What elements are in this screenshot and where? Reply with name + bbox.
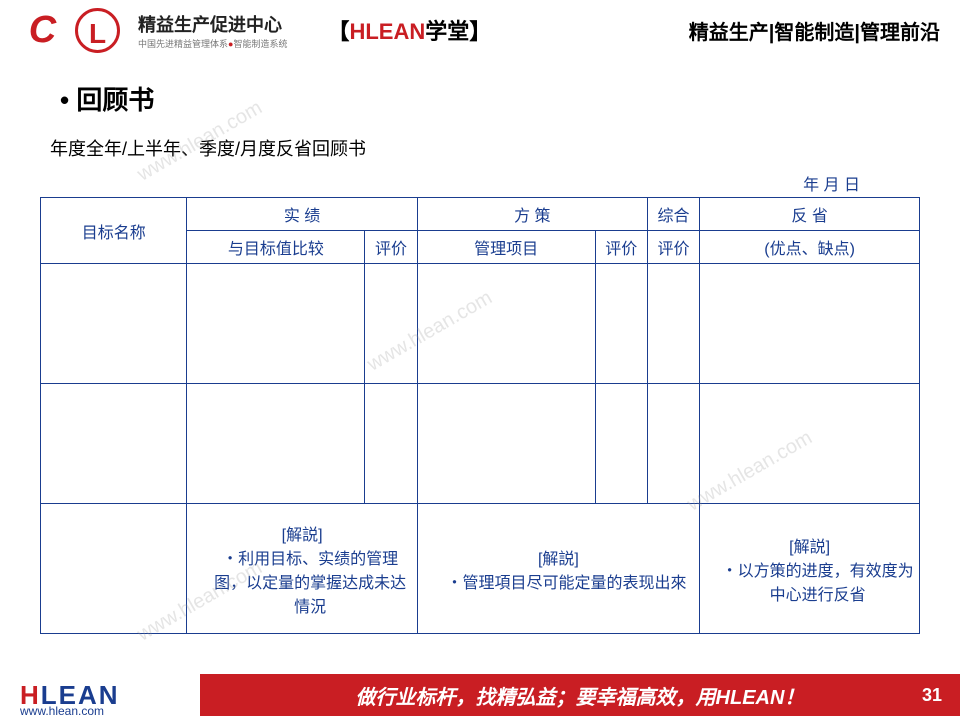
org-name-main: 精益生产促进中心 [138, 11, 287, 37]
table-row [41, 264, 920, 384]
header-right: 精益生产|智能制造|管理前沿 [689, 16, 940, 45]
header-center: 【HLEAN学堂】 [327, 14, 491, 46]
th-compare: 与目标值比较 [187, 231, 365, 264]
slogan: 做行业标杆，找精弘益；要幸福高效，用HLEAN！ [356, 681, 805, 710]
org-name: 精益生产促进中心 中国先进精益管理体系●智能制造系统 [138, 11, 287, 50]
th-eval2: 评价 [595, 231, 647, 264]
page-title: • 回顾书 [60, 80, 920, 117]
content: • 回顾书 年度全年/上半年、季度/月度反省回顾书 年 月 日 目标名称 实 绩… [0, 60, 960, 654]
note-cell-1: [解説] ・利用目标、实绩的管理图，以定量的掌握达成未达情況 [187, 504, 417, 634]
note-cell-empty [41, 504, 187, 634]
date-label: 年 月 日 [40, 171, 920, 195]
note-cell-3: [解説] ・以方策的进度，有效度为中心进行反省 [700, 504, 920, 634]
note-row: [解説] ・利用目标、实绩的管理图，以定量的掌握达成未达情況 [解説] ・管理項… [41, 504, 920, 634]
th-reflect: 反 省 [700, 198, 920, 231]
th-target: 目标名称 [41, 198, 187, 264]
subtitle: 年度全年/上半年、季度/月度反省回顾书 [50, 135, 920, 161]
org-name-sub: 中国先进精益管理体系●智能制造系统 [138, 37, 287, 50]
footer-url: www.hlean.com [20, 704, 104, 718]
page-number: 31 [922, 685, 942, 706]
th-mgmt: 管理项目 [417, 231, 595, 264]
th-policy: 方 策 [417, 198, 647, 231]
logo-c-icon: C [20, 8, 65, 53]
th-overall-top: 综合 [647, 198, 699, 231]
th-eval1: 评价 [365, 231, 417, 264]
th-pros-cons: (优点、缺点) [700, 231, 920, 264]
header: C L 精益生产促进中心 中国先进精益管理体系●智能制造系统 【HLEAN学堂】… [0, 0, 960, 60]
footer-bar: 做行业标杆，找精弘益；要幸福高效，用HLEAN！ 31 [200, 674, 960, 716]
footer: HLEAN www.hlean.com 做行业标杆，找精弘益；要幸福高效，用HL… [0, 670, 960, 720]
th-result: 实 绩 [187, 198, 417, 231]
logo-area: C L 精益生产促进中心 中国先进精益管理体系●智能制造系统 [20, 8, 287, 53]
logo-l-icon: L [75, 8, 120, 53]
th-eval3: 评价 [647, 231, 699, 264]
table-row [41, 384, 920, 504]
note-cell-2: [解説] ・管理項目尽可能定量的表现出來 [417, 504, 700, 634]
review-table: 目标名称 实 绩 方 策 综合 反 省 与目标值比较 评价 管理项目 评价 评价… [40, 197, 920, 634]
header-row-1: 目标名称 实 绩 方 策 综合 反 省 [41, 198, 920, 231]
